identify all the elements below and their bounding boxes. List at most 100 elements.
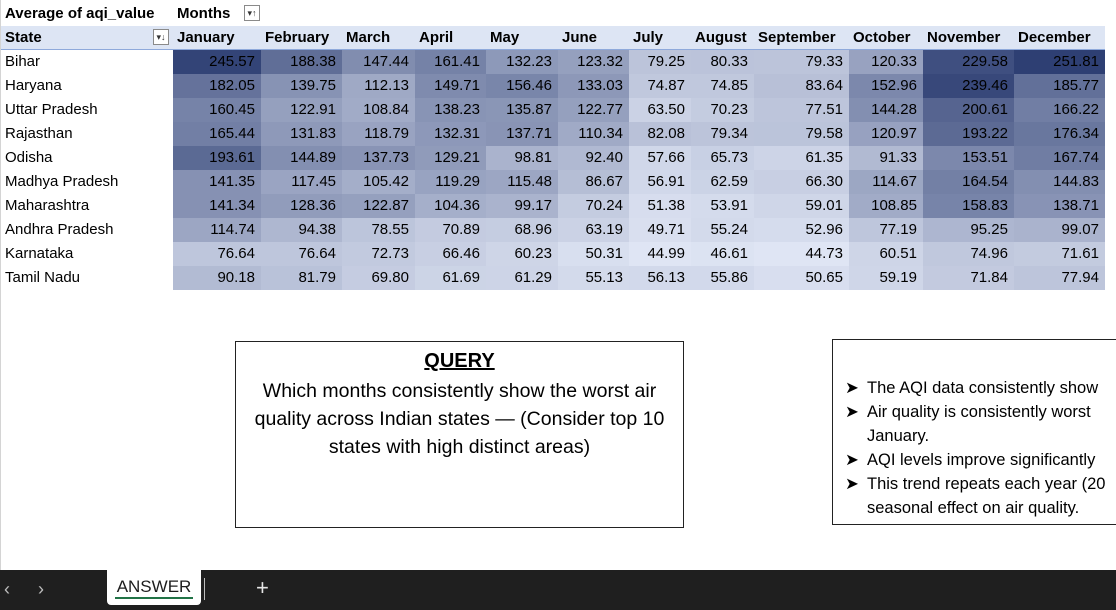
aqi-cell[interactable]: 156.46 (486, 74, 558, 98)
aqi-cell[interactable]: 110.34 (558, 122, 629, 146)
aqi-cell[interactable]: 158.83 (923, 194, 1014, 218)
aqi-cell[interactable]: 149.71 (415, 74, 486, 98)
aqi-cell[interactable]: 128.36 (261, 194, 342, 218)
aqi-cell[interactable]: 114.67 (849, 170, 923, 194)
aqi-cell[interactable]: 200.61 (923, 98, 1014, 122)
chevron-left-icon[interactable]: ‹ (4, 579, 10, 599)
aqi-cell[interactable]: 108.85 (849, 194, 923, 218)
aqi-cell[interactable]: 152.96 (849, 74, 923, 98)
state-label[interactable]: Madhya Pradesh (5, 173, 119, 190)
answer-textbox[interactable]: ➤ The AQI data consistently show ➤ Air qua… (832, 339, 1116, 525)
aqi-cell[interactable]: 60.23 (486, 242, 558, 266)
aqi-cell[interactable]: 95.25 (923, 218, 1014, 242)
state-label[interactable]: Maharashtra (5, 197, 90, 214)
spreadsheet-grid[interactable]: Average of aqi_value Months ▾↑ State ▾↓ … (0, 0, 1116, 570)
state-label[interactable]: Tamil Nadu (5, 269, 81, 286)
aqi-cell[interactable]: 160.45 (173, 98, 261, 122)
aqi-cell[interactable]: 62.59 (691, 170, 754, 194)
aqi-cell[interactable]: 131.83 (261, 122, 342, 146)
aqi-cell[interactable]: 80.33 (691, 50, 754, 74)
aqi-cell[interactable]: 137.73 (342, 146, 415, 170)
aqi-cell[interactable]: 71.84 (923, 266, 1014, 290)
state-filter-button[interactable]: ▾↓ (153, 29, 169, 45)
aqi-cell[interactable]: 153.51 (923, 146, 1014, 170)
aqi-cell[interactable]: 229.58 (923, 50, 1014, 74)
aqi-cell[interactable]: 132.31 (415, 122, 486, 146)
aqi-cell[interactable]: 120.33 (849, 50, 923, 74)
aqi-cell[interactable]: 120.97 (849, 122, 923, 146)
aqi-cell[interactable]: 74.85 (691, 74, 754, 98)
aqi-cell[interactable]: 68.96 (486, 218, 558, 242)
aqi-cell[interactable]: 104.36 (415, 194, 486, 218)
aqi-cell[interactable]: 61.35 (754, 146, 849, 170)
aqi-cell[interactable]: 176.34 (1014, 122, 1105, 146)
aqi-cell[interactable]: 137.71 (486, 122, 558, 146)
aqi-cell[interactable]: 51.38 (629, 194, 691, 218)
aqi-cell[interactable]: 63.19 (558, 218, 629, 242)
aqi-cell[interactable]: 133.03 (558, 74, 629, 98)
aqi-cell[interactable]: 165.44 (173, 122, 261, 146)
aqi-cell[interactable]: 108.84 (342, 98, 415, 122)
aqi-cell[interactable]: 71.61 (1014, 242, 1105, 266)
aqi-cell[interactable]: 122.87 (342, 194, 415, 218)
chevron-right-icon[interactable]: › (38, 579, 44, 599)
aqi-cell[interactable]: 112.13 (342, 74, 415, 98)
aqi-cell[interactable]: 74.87 (629, 74, 691, 98)
aqi-cell[interactable]: 245.57 (173, 50, 261, 74)
aqi-cell[interactable]: 99.07 (1014, 218, 1105, 242)
aqi-cell[interactable]: 61.29 (486, 266, 558, 290)
months-filter-button[interactable]: ▾↑ (244, 5, 260, 21)
state-label[interactable]: Bihar (5, 53, 41, 70)
state-label[interactable]: Odisha (5, 149, 53, 166)
aqi-cell[interactable]: 77.51 (754, 98, 849, 122)
aqi-cell[interactable]: 83.64 (754, 74, 849, 98)
aqi-cell[interactable]: 79.58 (754, 122, 849, 146)
aqi-cell[interactable]: 147.44 (342, 50, 415, 74)
aqi-cell[interactable]: 138.23 (415, 98, 486, 122)
aqi-cell[interactable]: 52.96 (754, 218, 849, 242)
aqi-cell[interactable]: 123.32 (558, 50, 629, 74)
aqi-cell[interactable]: 76.64 (261, 242, 342, 266)
aqi-cell[interactable]: 59.19 (849, 266, 923, 290)
aqi-cell[interactable]: 115.48 (486, 170, 558, 194)
aqi-cell[interactable]: 77.94 (1014, 266, 1105, 290)
sheet-tab-answer[interactable]: ANSWER (107, 570, 201, 605)
aqi-cell[interactable]: 76.64 (173, 242, 261, 266)
aqi-cell[interactable]: 46.61 (691, 242, 754, 266)
state-label[interactable]: Andhra Pradesh (5, 221, 114, 238)
aqi-cell[interactable]: 114.74 (173, 218, 261, 242)
aqi-cell[interactable]: 70.24 (558, 194, 629, 218)
aqi-cell[interactable]: 161.41 (415, 50, 486, 74)
aqi-cell[interactable]: 98.81 (486, 146, 558, 170)
aqi-cell[interactable]: 61.69 (415, 266, 486, 290)
aqi-cell[interactable]: 66.46 (415, 242, 486, 266)
aqi-cell[interactable]: 138.71 (1014, 194, 1105, 218)
aqi-cell[interactable]: 56.91 (629, 170, 691, 194)
aqi-cell[interactable]: 144.83 (1014, 170, 1105, 194)
aqi-cell[interactable]: 70.89 (415, 218, 486, 242)
aqi-cell[interactable]: 239.46 (923, 74, 1014, 98)
aqi-cell[interactable]: 55.24 (691, 218, 754, 242)
aqi-cell[interactable]: 141.35 (173, 170, 261, 194)
aqi-cell[interactable]: 78.55 (342, 218, 415, 242)
aqi-cell[interactable]: 122.77 (558, 98, 629, 122)
aqi-cell[interactable]: 94.38 (261, 218, 342, 242)
aqi-cell[interactable]: 82.08 (629, 122, 691, 146)
aqi-cell[interactable]: 60.51 (849, 242, 923, 266)
aqi-cell[interactable]: 79.33 (754, 50, 849, 74)
state-label[interactable]: Rajasthan (5, 125, 73, 142)
aqi-cell[interactable]: 55.13 (558, 266, 629, 290)
aqi-cell[interactable]: 69.80 (342, 266, 415, 290)
aqi-cell[interactable]: 72.73 (342, 242, 415, 266)
aqi-cell[interactable]: 91.33 (849, 146, 923, 170)
aqi-cell[interactable]: 193.22 (923, 122, 1014, 146)
aqi-cell[interactable]: 70.23 (691, 98, 754, 122)
aqi-cell[interactable]: 144.89 (261, 146, 342, 170)
aqi-cell[interactable]: 129.21 (415, 146, 486, 170)
aqi-cell[interactable]: 59.01 (754, 194, 849, 218)
aqi-cell[interactable]: 44.99 (629, 242, 691, 266)
query-textbox[interactable]: QUERY Which months consistently show the… (235, 341, 684, 528)
aqi-cell[interactable]: 99.17 (486, 194, 558, 218)
aqi-cell[interactable]: 118.79 (342, 122, 415, 146)
aqi-cell[interactable]: 117.45 (261, 170, 342, 194)
